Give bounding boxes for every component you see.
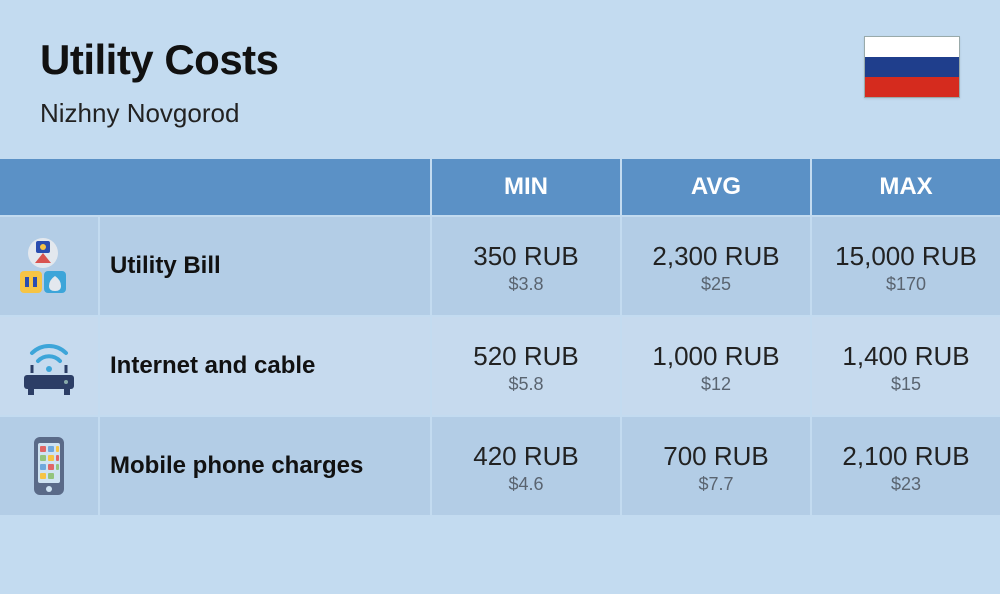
value-secondary: $25 bbox=[701, 274, 731, 295]
row-icon-cell bbox=[0, 415, 98, 515]
value-primary: 520 RUB bbox=[473, 341, 579, 372]
flag-stripe bbox=[865, 77, 959, 97]
cell-max: 1,400 RUB $15 bbox=[810, 315, 1000, 415]
value-secondary: $15 bbox=[891, 374, 921, 395]
flag-russia-icon bbox=[864, 36, 960, 98]
value-secondary: $5.8 bbox=[508, 374, 543, 395]
value-primary: 2,300 RUB bbox=[652, 241, 779, 272]
cell-min: 520 RUB $5.8 bbox=[430, 315, 620, 415]
row-label: Utility Bill bbox=[98, 215, 430, 315]
cell-max: 15,000 RUB $170 bbox=[810, 215, 1000, 315]
mobile-phone-icon bbox=[14, 431, 84, 501]
title-block: Utility Costs Nizhny Novgorod bbox=[40, 36, 279, 129]
value-primary: 2,100 RUB bbox=[842, 441, 969, 472]
value-primary: 700 RUB bbox=[663, 441, 769, 472]
cell-avg: 2,300 RUB $25 bbox=[620, 215, 810, 315]
page-title: Utility Costs bbox=[40, 36, 279, 84]
table-header-min: MIN bbox=[430, 159, 620, 215]
row-icon-cell bbox=[0, 315, 98, 415]
value-primary: 350 RUB bbox=[473, 241, 579, 272]
value-secondary: $7.7 bbox=[698, 474, 733, 495]
row-icon-cell bbox=[0, 215, 98, 315]
value-secondary: $170 bbox=[886, 274, 926, 295]
flag-stripe bbox=[865, 37, 959, 57]
value-secondary: $23 bbox=[891, 474, 921, 495]
row-label: Internet and cable bbox=[98, 315, 430, 415]
cell-min: 350 RUB $3.8 bbox=[430, 215, 620, 315]
value-primary: 420 RUB bbox=[473, 441, 579, 472]
value-primary: 15,000 RUB bbox=[835, 241, 977, 272]
costs-table: MIN AVG MAX Utility Bill 350 RUB $3.8 2,… bbox=[0, 159, 1000, 515]
cell-avg: 1,000 RUB $12 bbox=[620, 315, 810, 415]
flag-stripe bbox=[865, 57, 959, 77]
utility-bill-icon bbox=[14, 231, 84, 301]
row-label: Mobile phone charges bbox=[98, 415, 430, 515]
value-secondary: $12 bbox=[701, 374, 731, 395]
value-primary: 1,000 RUB bbox=[652, 341, 779, 372]
table-header-blank bbox=[0, 159, 430, 215]
value-primary: 1,400 RUB bbox=[842, 341, 969, 372]
page-subtitle: Nizhny Novgorod bbox=[40, 98, 279, 129]
internet-cable-icon bbox=[14, 331, 84, 401]
table-header-max: MAX bbox=[810, 159, 1000, 215]
table-header-avg: AVG bbox=[620, 159, 810, 215]
value-secondary: $4.6 bbox=[508, 474, 543, 495]
header: Utility Costs Nizhny Novgorod bbox=[0, 0, 1000, 159]
value-secondary: $3.8 bbox=[508, 274, 543, 295]
cell-min: 420 RUB $4.6 bbox=[430, 415, 620, 515]
cell-avg: 700 RUB $7.7 bbox=[620, 415, 810, 515]
cell-max: 2,100 RUB $23 bbox=[810, 415, 1000, 515]
